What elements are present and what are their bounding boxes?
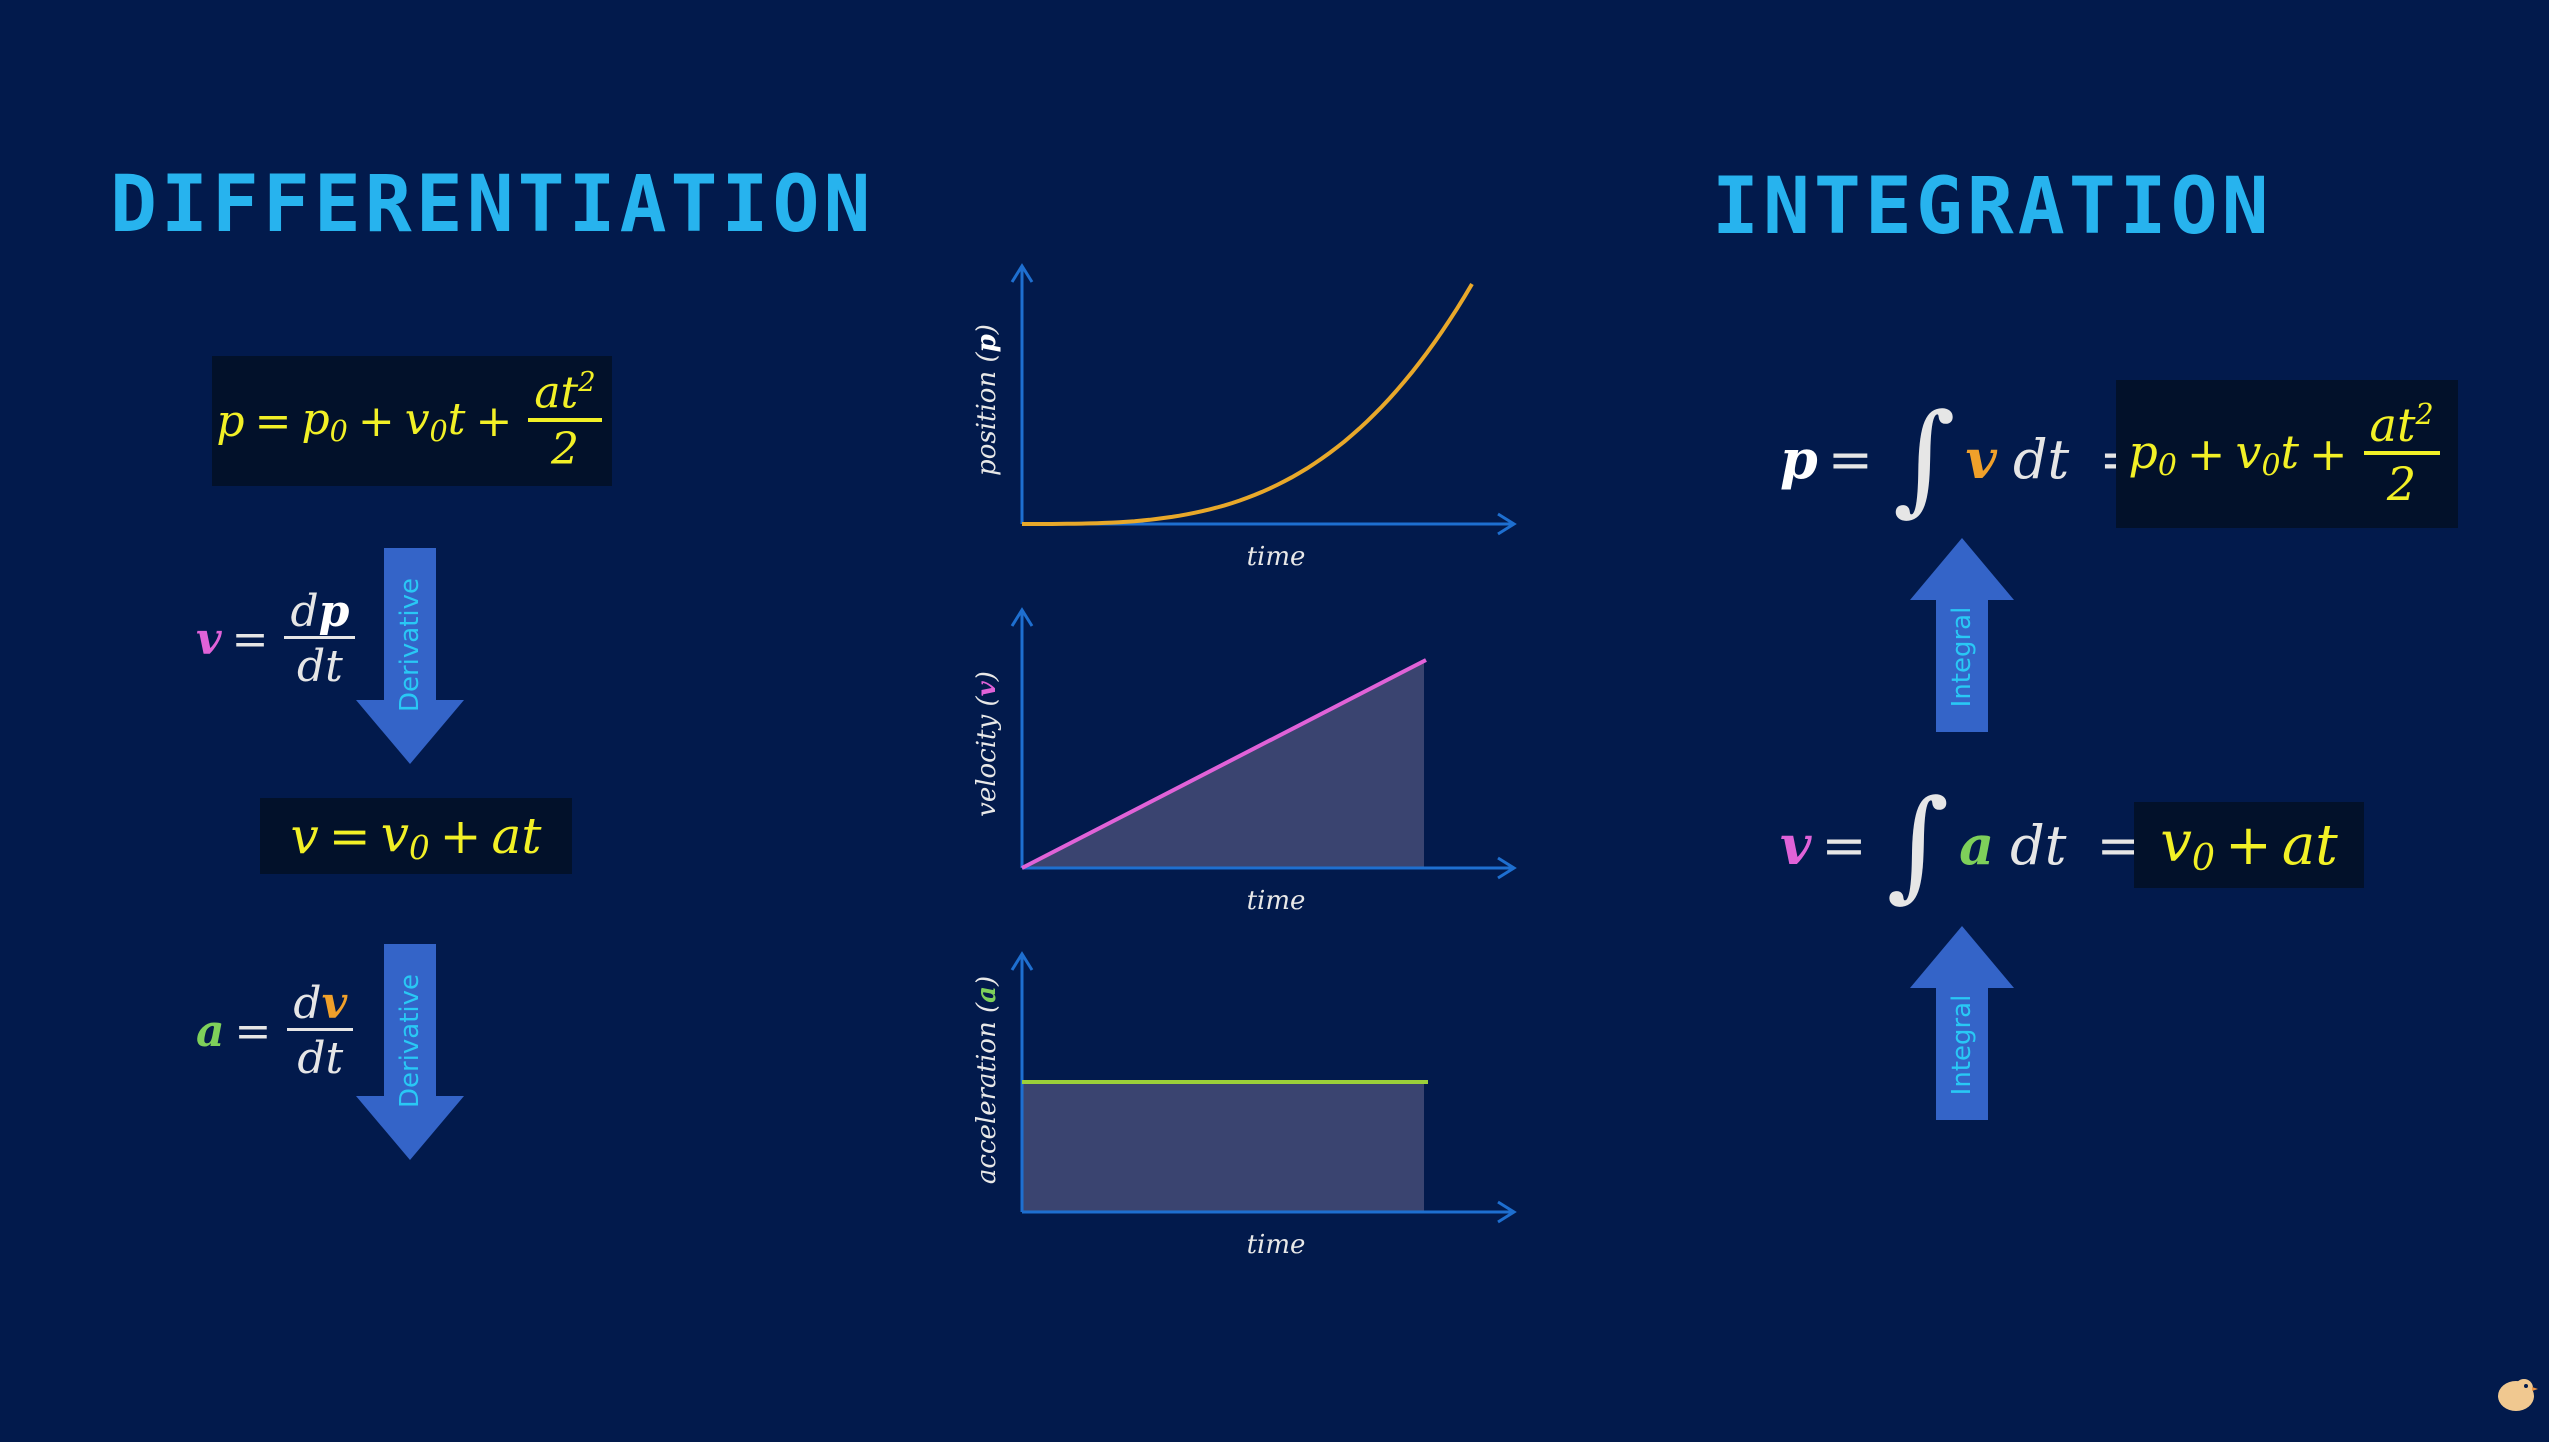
integral-arrow-2: Integral	[1910, 926, 2014, 1120]
integration-heading: INTEGRATION	[1712, 162, 2273, 252]
differentiation-heading: DIFFERENTIATION	[110, 160, 875, 250]
integral-label-1: Integral	[1947, 606, 1977, 708]
down-arrow-icon	[356, 944, 464, 1160]
x-axis-label: time	[1247, 1230, 1306, 1260]
x-axis-arrowhead	[1497, 856, 1517, 880]
y-axis-label: velocity (v)	[972, 671, 1002, 817]
integral-label-2: Integral	[1947, 994, 1977, 1096]
velocity-integral-equation: v = ∫ a dt =	[1780, 775, 2142, 914]
down-arrow-icon	[356, 548, 464, 764]
acceleration-derivative-definition: a = dv dt	[196, 979, 359, 1084]
y-axis-label: acceleration (a)	[972, 976, 1002, 1184]
derivative-arrow-2: Derivative	[356, 944, 464, 1160]
x-axis-label: time	[1247, 886, 1306, 916]
derivative-label-2: Derivative	[395, 973, 425, 1109]
y-axis-arrowhead	[1010, 263, 1034, 283]
derivative-arrow-1: Derivative	[356, 548, 464, 764]
velocity-derivative-definition: v = dp dt	[196, 587, 361, 692]
velocity-chart: time velocity (v)	[960, 604, 1520, 928]
velocity-integral-result: v0 + at	[2134, 802, 2364, 888]
y-axis-arrowhead	[1010, 951, 1034, 971]
x-axis-label: time	[1247, 542, 1306, 572]
velocity-line	[1021, 658, 1427, 870]
y-axis-label: position (p)	[972, 324, 1002, 476]
position-integral-result: p0 + v0t + at2 2	[2116, 380, 2458, 528]
position-equation: p = p0 + v0t + at2 2	[212, 356, 612, 486]
acceleration-chart: time acceleration (a)	[960, 948, 1520, 1272]
derivative-label-1: Derivative	[395, 577, 425, 713]
position-curve	[1022, 282, 1474, 526]
velocity-equation: v = v0 + at	[260, 798, 572, 874]
acceleration-area	[1022, 1082, 1424, 1212]
up-arrow-icon	[1910, 538, 2014, 732]
x-axis-arrowhead	[1497, 512, 1517, 536]
position-chart: time position (p)	[960, 260, 1520, 584]
y-axis-arrowhead	[1010, 607, 1034, 627]
position-integral-equation: p = ∫ v dt =	[1780, 389, 2144, 528]
integral-arrow-1: Integral	[1910, 538, 2014, 732]
bird-logo-icon	[2494, 1374, 2538, 1418]
x-axis-arrowhead	[1497, 1200, 1517, 1224]
up-arrow-icon	[1910, 926, 2014, 1120]
